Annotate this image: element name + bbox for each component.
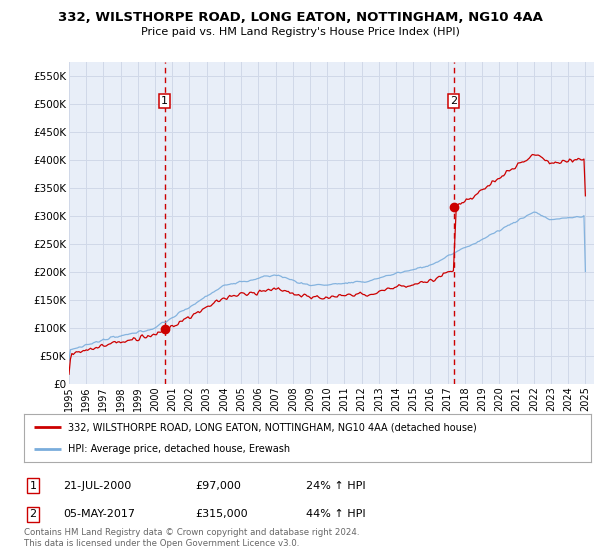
Text: 2: 2: [450, 96, 457, 106]
Text: 44% ↑ HPI: 44% ↑ HPI: [306, 509, 365, 519]
Text: 21-JUL-2000: 21-JUL-2000: [63, 480, 131, 491]
Text: Price paid vs. HM Land Registry's House Price Index (HPI): Price paid vs. HM Land Registry's House …: [140, 27, 460, 37]
Text: 1: 1: [161, 96, 168, 106]
Text: 332, WILSTHORPE ROAD, LONG EATON, NOTTINGHAM, NG10 4AA: 332, WILSTHORPE ROAD, LONG EATON, NOTTIN…: [58, 11, 542, 24]
Text: 1: 1: [29, 480, 37, 491]
Text: 24% ↑ HPI: 24% ↑ HPI: [306, 480, 365, 491]
Text: 05-MAY-2017: 05-MAY-2017: [63, 509, 135, 519]
Text: £315,000: £315,000: [195, 509, 248, 519]
Text: 332, WILSTHORPE ROAD, LONG EATON, NOTTINGHAM, NG10 4AA (detached house): 332, WILSTHORPE ROAD, LONG EATON, NOTTIN…: [68, 422, 477, 432]
Text: Contains HM Land Registry data © Crown copyright and database right 2024.
This d: Contains HM Land Registry data © Crown c…: [24, 528, 359, 548]
Text: HPI: Average price, detached house, Erewash: HPI: Average price, detached house, Erew…: [68, 444, 290, 454]
Text: 2: 2: [29, 509, 37, 519]
Text: £97,000: £97,000: [195, 480, 241, 491]
